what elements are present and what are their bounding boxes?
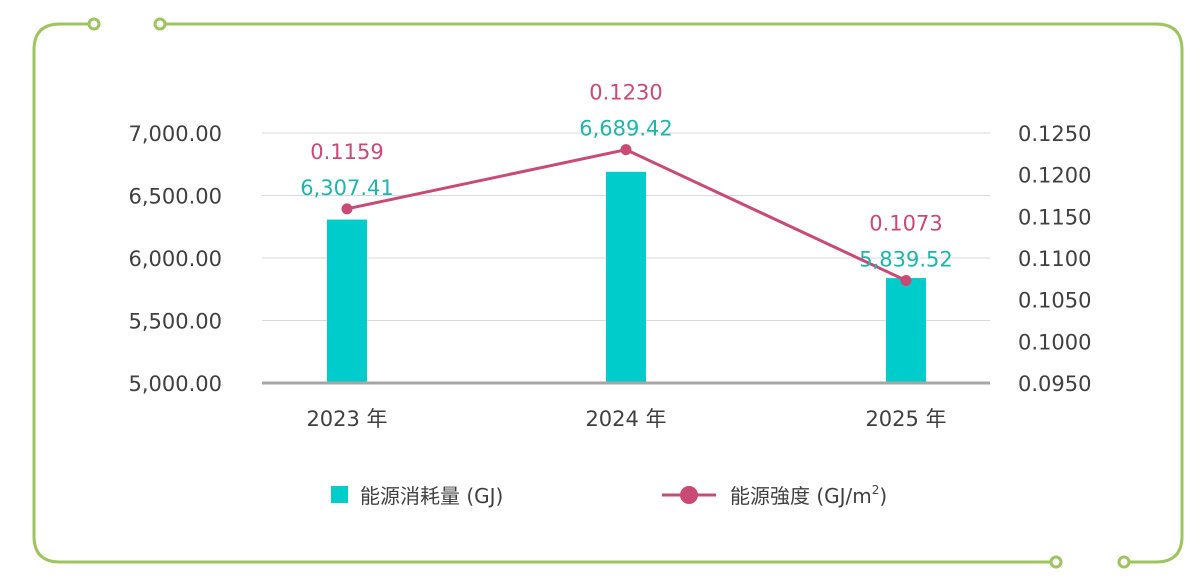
decorative-frame [32,17,1184,569]
right-tick-label: 0.1000 [1018,330,1091,354]
bar-data-label: 5,839.52 [859,248,953,272]
legend-label-superscript: 2 [872,483,880,497]
line-point [620,144,632,156]
legend-label-end: ) [879,484,887,508]
right-tick-label: 0.1150 [1018,205,1091,229]
category-label: 2023 年 [306,407,387,431]
line-data-label: 0.1159 [310,140,383,164]
line-series [341,144,912,286]
bar [886,278,926,383]
right-axis-tick-labels: 0.0950 0.1000 0.1050 0.1100 0.1150 0.1200 0.12… [1018,122,1091,396]
left-tick-label: 5,000.00 [128,372,222,396]
right-tick-label: 0.0950 [1018,372,1091,396]
right-tick-label: 0.1100 [1018,247,1091,271]
frame-dot [153,17,167,31]
x-axis-tick-labels: 2023 年 2024 年 2025 年 [306,407,946,431]
category-label: 2025 年 [865,407,946,431]
line-data-label: 0.1230 [589,81,662,105]
legend: 能源消耗量 (GJ) 能源強度 (GJ/m2) [331,483,887,508]
line-data-label: 0.1073 [869,212,942,236]
left-tick-label: 6,000.00 [128,247,222,271]
category-label: 2024 年 [585,407,666,431]
line-point [341,203,353,215]
legend-label-main: 能源強度 (GJ/m [730,484,872,508]
bar-series [327,171,926,383]
frame-border [32,22,1184,564]
legend-swatch-energy-consumption [331,486,348,503]
bar [606,171,646,383]
line-point [900,275,912,286]
bar-data-label: 6,689.42 [579,117,673,141]
right-tick-label: 0.1200 [1018,164,1091,188]
legend-label-energy-intensity: 能源強度 (GJ/m2) [730,483,887,508]
data-labels: 6,307.41 0.1159 6,689.42 0.1230 5,839.52 0.10… [300,81,953,272]
frame-dot [1117,555,1131,569]
right-tick-label: 0.1250 [1018,122,1091,146]
bar [327,219,367,383]
left-axis-tick-labels: 5,000.00 5,500.00 6,000.00 6,500.00 7,000.00 [128,122,222,396]
frame-dot [1049,555,1063,569]
frame-dot [87,17,101,31]
legend-swatch-marker-energy-intensity [680,486,698,504]
left-tick-label: 5,500.00 [128,310,222,334]
left-tick-label: 7,000.00 [128,122,222,146]
legend-label-energy-consumption: 能源消耗量 (GJ) [360,484,503,508]
right-tick-label: 0.1050 [1018,289,1091,313]
bar-data-label: 6,307.41 [300,176,394,200]
left-tick-label: 6,500.00 [128,185,222,209]
